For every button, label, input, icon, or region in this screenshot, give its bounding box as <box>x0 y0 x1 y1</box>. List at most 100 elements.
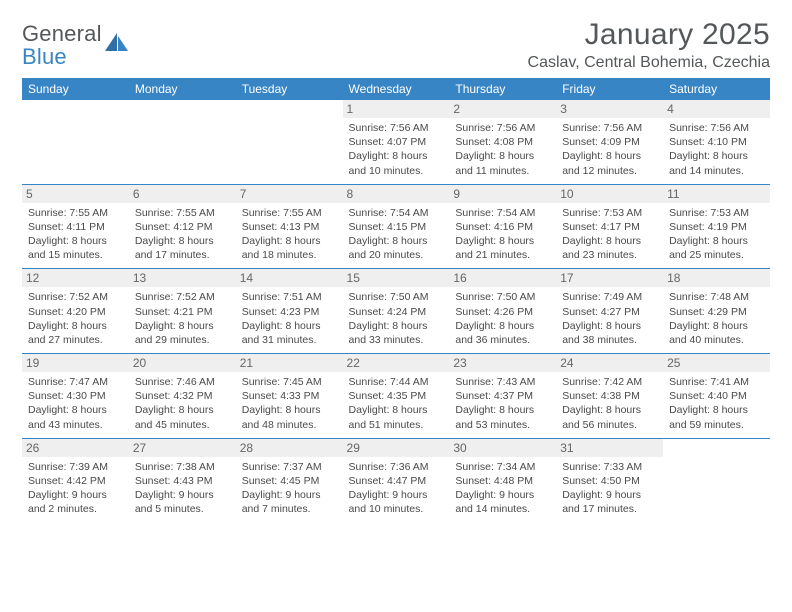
calendar-day: 19Sunrise: 7:47 AMSunset: 4:30 PMDayligh… <box>22 354 129 439</box>
calendar-day: 18 Sunrise: 7:48 AMSunset: 4:29 PMDayligh… <box>663 269 770 354</box>
day-number: 8 <box>343 185 450 203</box>
day-number: 14 <box>236 269 343 287</box>
calendar-day: 13 Sunrise: 7:52 AMSunset: 4:21 PMDayligh… <box>129 269 236 354</box>
calendar-day: 6Sunrise: 7:55 AMSunset: 4:12 PMDaylight… <box>129 184 236 269</box>
day-number: 15 <box>343 269 450 287</box>
day-details: Sunrise: 7:46 AMSunset: 4:32 PMDaylight:… <box>135 375 230 432</box>
day-number: 12 <box>22 269 129 287</box>
day-number: 7 <box>236 185 343 203</box>
calendar-day: .. <box>663 438 770 522</box>
calendar-day: 2 Sunrise: 7:56 AMSunset: 4:08 PMDaylight… <box>449 100 556 184</box>
calendar-day: 28 Sunrise: 7:37 AMSunset: 4:45 PMDayligh… <box>236 438 343 522</box>
calendar-day: 17Sunrise: 7:49 AMSunset: 4:27 PMDayligh… <box>556 269 663 354</box>
day-details: Sunrise: 7:41 AMSunset: 4:40 PMDaylight:… <box>669 375 764 432</box>
calendar-week: ......1Sunrise: 7:56 AMSunset: 4:07 PMDa… <box>22 100 770 184</box>
day-details: Sunrise: 7:48 AMSunset: 4:29 PMDaylight:… <box>669 290 764 347</box>
day-number: 10 <box>556 185 663 203</box>
weekday-header: Monday <box>129 78 236 100</box>
calendar-day: 7 Sunrise: 7:55 AMSunset: 4:13 PMDaylight… <box>236 184 343 269</box>
calendar-day: 1 Sunrise: 7:56 AMSunset: 4:07 PMDaylight… <box>343 100 450 184</box>
brand-line1: General <box>22 22 102 45</box>
day-details: Sunrise: 7:53 AMSunset: 4:17 PMDaylight:… <box>562 206 657 263</box>
calendar-week: 5 Sunrise: 7:55 AMSunset: 4:11 PMDaylight… <box>22 184 770 269</box>
day-details: Sunrise: 7:38 AMSunset: 4:43 PMDaylight:… <box>135 460 230 517</box>
calendar-day: 9Sunrise: 7:54 AMSunset: 4:16 PMDaylight… <box>449 184 556 269</box>
day-details: Sunrise: 7:50 AMSunset: 4:24 PMDaylight:… <box>349 290 444 347</box>
calendar-day: 24 Sunrise: 7:42 AMSunset: 4:38 PMDayligh… <box>556 354 663 439</box>
day-details: Sunrise: 7:52 AMSunset: 4:21 PMDaylight:… <box>135 290 230 347</box>
calendar-day: 15 Sunrise: 7:50 AMSunset: 4:24 PMDayligh… <box>343 269 450 354</box>
day-number: 31 <box>556 439 663 457</box>
calendar: SundayMondayTuesdayWednesdayThursdayFrid… <box>22 78 770 522</box>
day-details: Sunrise: 7:44 AMSunset: 4:35 PMDaylight:… <box>349 375 444 432</box>
calendar-header: SundayMondayTuesdayWednesdayThursdayFrid… <box>22 78 770 100</box>
day-details: Sunrise: 7:56 AMSunset: 4:08 PMDaylight:… <box>455 121 550 178</box>
day-details: Sunrise: 7:51 AMSunset: 4:23 PMDaylight:… <box>242 290 337 347</box>
brand-logo: General Blue <box>22 22 130 68</box>
day-number: 1 <box>343 100 450 118</box>
day-number: 16 <box>449 269 556 287</box>
sail-icon <box>104 31 130 58</box>
day-details: Sunrise: 7:56 AMSunset: 4:07 PMDaylight:… <box>349 121 444 178</box>
calendar-day: 16 Sunrise: 7:50 AMSunset: 4:26 PMDayligh… <box>449 269 556 354</box>
day-details: Sunrise: 7:56 AMSunset: 4:09 PMDaylight:… <box>562 121 657 178</box>
day-number: 23 <box>449 354 556 372</box>
day-details: Sunrise: 7:55 AMSunset: 4:11 PMDaylight:… <box>28 206 123 263</box>
calendar-day: 30 Sunrise: 7:34 AMSunset: 4:48 PMDayligh… <box>449 438 556 522</box>
day-number: 24 <box>556 354 663 372</box>
day-details: Sunrise: 7:42 AMSunset: 4:38 PMDaylight:… <box>562 375 657 432</box>
day-number: 18 <box>663 269 770 287</box>
day-details: Sunrise: 7:36 AMSunset: 4:47 PMDaylight:… <box>349 460 444 517</box>
calendar-day: 3 Sunrise: 7:56 AMSunset: 4:09 PMDaylight… <box>556 100 663 184</box>
calendar-day: 14 Sunrise: 7:51 AMSunset: 4:23 PMDayligh… <box>236 269 343 354</box>
day-details: Sunrise: 7:49 AMSunset: 4:27 PMDaylight:… <box>562 290 657 347</box>
day-details: Sunrise: 7:56 AMSunset: 4:10 PMDaylight:… <box>669 121 764 178</box>
calendar-day: 29 Sunrise: 7:36 AMSunset: 4:47 PMDayligh… <box>343 438 450 522</box>
calendar-day: .. <box>22 100 129 184</box>
day-number: 3 <box>556 100 663 118</box>
day-details: Sunrise: 7:37 AMSunset: 4:45 PMDaylight:… <box>242 460 337 517</box>
title-block: January 2025 Caslav, Central Bohemia, Cz… <box>528 18 770 72</box>
day-number: 25 <box>663 354 770 372</box>
day-details: Sunrise: 7:45 AMSunset: 4:33 PMDaylight:… <box>242 375 337 432</box>
calendar-day: 25 Sunrise: 7:41 AMSunset: 4:40 PMDayligh… <box>663 354 770 439</box>
day-number: 2 <box>449 100 556 118</box>
calendar-day: 10 Sunrise: 7:53 AMSunset: 4:17 PMDayligh… <box>556 184 663 269</box>
calendar-day: 11Sunrise: 7:53 AMSunset: 4:19 PMDayligh… <box>663 184 770 269</box>
day-details: Sunrise: 7:55 AMSunset: 4:13 PMDaylight:… <box>242 206 337 263</box>
day-number: 13 <box>129 269 236 287</box>
brand-line2: Blue <box>22 45 102 68</box>
location: Caslav, Central Bohemia, Czechia <box>528 54 770 72</box>
calendar-day: 5 Sunrise: 7:55 AMSunset: 4:11 PMDaylight… <box>22 184 129 269</box>
calendar-week: 26Sunrise: 7:39 AMSunset: 4:42 PMDayligh… <box>22 438 770 522</box>
day-details: Sunrise: 7:34 AMSunset: 4:48 PMDaylight:… <box>455 460 550 517</box>
weekday-header: Friday <box>556 78 663 100</box>
day-number: 29 <box>343 439 450 457</box>
calendar-day: 20 Sunrise: 7:46 AMSunset: 4:32 PMDayligh… <box>129 354 236 439</box>
day-details: Sunrise: 7:33 AMSunset: 4:50 PMDaylight:… <box>562 460 657 517</box>
day-details: Sunrise: 7:54 AMSunset: 4:15 PMDaylight:… <box>349 206 444 263</box>
weekday-header: Saturday <box>663 78 770 100</box>
day-number: 19 <box>22 354 129 372</box>
day-number: 27 <box>129 439 236 457</box>
day-number: 30 <box>449 439 556 457</box>
day-details: Sunrise: 7:50 AMSunset: 4:26 PMDaylight:… <box>455 290 550 347</box>
day-number: 28 <box>236 439 343 457</box>
weekday-header: Thursday <box>449 78 556 100</box>
day-number: 5 <box>22 185 129 203</box>
calendar-day: 4Sunrise: 7:56 AMSunset: 4:10 PMDaylight… <box>663 100 770 184</box>
weekday-header: Tuesday <box>236 78 343 100</box>
month-title: January 2025 <box>528 18 770 52</box>
day-number: 20 <box>129 354 236 372</box>
calendar-day: 26Sunrise: 7:39 AMSunset: 4:42 PMDayligh… <box>22 438 129 522</box>
day-number: 11 <box>663 185 770 203</box>
calendar-day: 22Sunrise: 7:44 AMSunset: 4:35 PMDayligh… <box>343 354 450 439</box>
calendar-day: 8 Sunrise: 7:54 AMSunset: 4:15 PMDaylight… <box>343 184 450 269</box>
calendar-day: 23 Sunrise: 7:43 AMSunset: 4:37 PMDayligh… <box>449 354 556 439</box>
calendar-day: .. <box>236 100 343 184</box>
calendar-day: 31 Sunrise: 7:33 AMSunset: 4:50 PMDayligh… <box>556 438 663 522</box>
header: General Blue January 2025 Caslav, Centra… <box>22 18 770 72</box>
day-details: Sunrise: 7:43 AMSunset: 4:37 PMDaylight:… <box>455 375 550 432</box>
calendar-week: 12Sunrise: 7:52 AMSunset: 4:20 PMDayligh… <box>22 269 770 354</box>
calendar-day: 27 Sunrise: 7:38 AMSunset: 4:43 PMDayligh… <box>129 438 236 522</box>
